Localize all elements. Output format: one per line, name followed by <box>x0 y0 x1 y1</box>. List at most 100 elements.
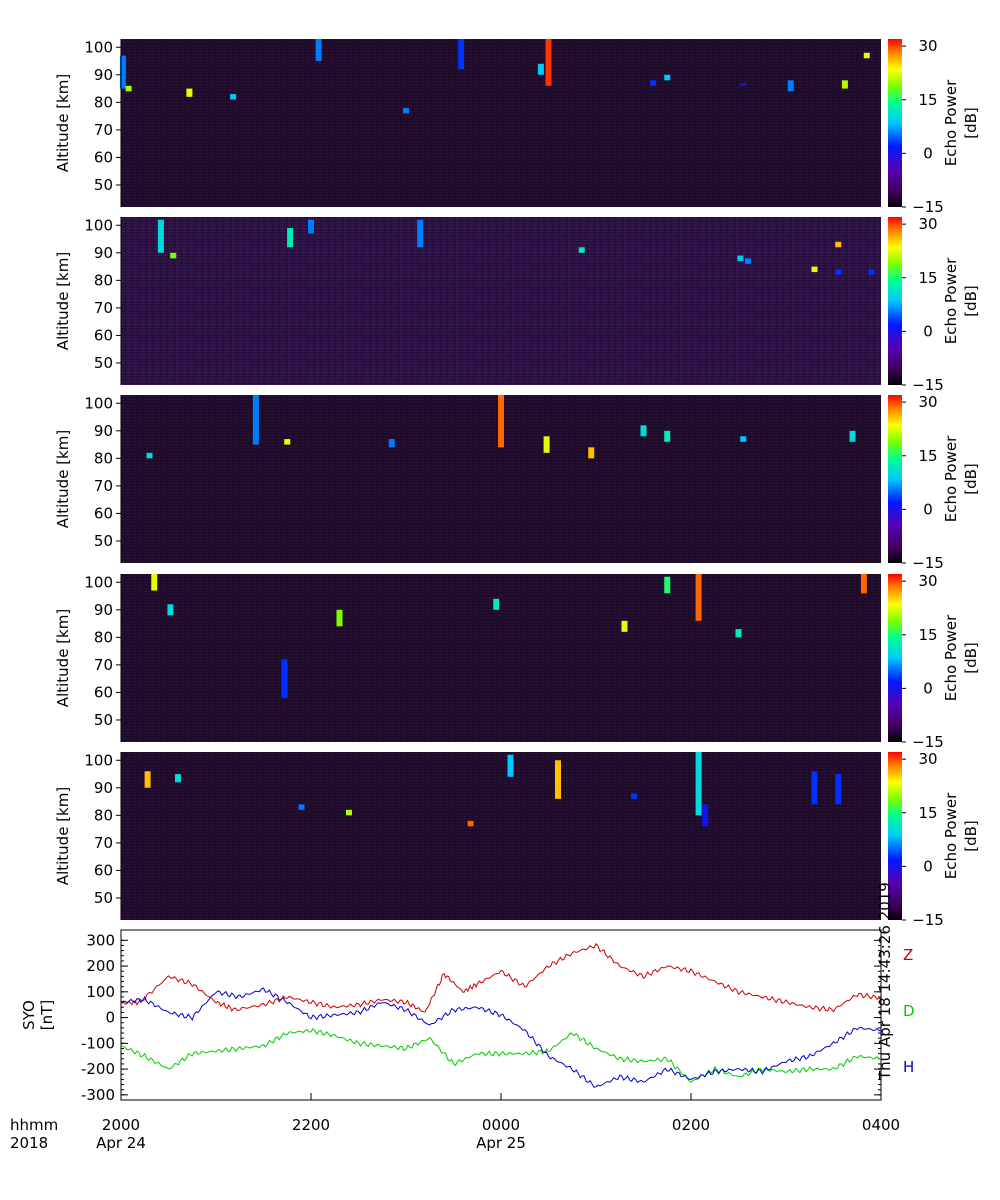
y-tick-label: 70 <box>94 299 113 317</box>
colorbar-unit: [dB] <box>962 820 980 852</box>
y-tick-label: 50 <box>94 711 113 729</box>
echo-cell <box>650 80 656 86</box>
echo-cell <box>458 39 465 70</box>
y-tick-label: 90 <box>94 244 113 262</box>
echo-cell <box>787 80 794 92</box>
echo-cell <box>346 809 352 816</box>
echo-cell <box>835 241 842 248</box>
y-tick-label: 80 <box>94 628 113 646</box>
colorbar: 30 15 0 −15 Echo Power [dB] <box>888 393 980 572</box>
heatmap-panel-3: 50 60 70 80 90 100 Altitude [km] 30 15 0 −15 Echo P… <box>54 393 980 572</box>
colorbar-tick-label: −15 <box>912 376 944 394</box>
y-tick-label: 100 <box>84 216 113 234</box>
echo-cell <box>835 774 842 805</box>
echo-cell <box>849 430 856 442</box>
echo-cell <box>811 771 818 805</box>
y-tick-label: 90 <box>94 66 113 84</box>
colorbar: 30 15 0 −15 Echo Power [dB] <box>888 750 980 929</box>
echo-cell <box>588 447 595 459</box>
y-tick-label: -200 <box>81 1060 115 1078</box>
echo-cell <box>537 63 544 75</box>
x-date-label: Apr 25 <box>476 1134 526 1152</box>
colorbar-tick-label: 0 <box>923 500 933 518</box>
echo-cell <box>745 258 751 264</box>
echo-cell <box>863 52 870 59</box>
x-tick-label: 0400 <box>862 1116 900 1134</box>
echo-cell <box>640 425 647 437</box>
echo-cell <box>417 219 424 248</box>
colorbar-gradient <box>888 752 902 920</box>
echo-cell <box>170 252 177 259</box>
echo-cell <box>281 659 288 698</box>
legend-D: D <box>903 1002 915 1020</box>
y-tick-label: 100 <box>84 573 113 591</box>
echo-cell <box>308 219 314 234</box>
legend-Z: Z <box>903 946 913 964</box>
echo-cell <box>811 266 818 273</box>
echo-cell <box>315 39 322 62</box>
echo-cell <box>543 436 550 453</box>
colorbar-label: Echo Power <box>942 79 960 166</box>
y-tick-label: 60 <box>94 683 113 701</box>
y-tick-label: 50 <box>94 176 113 194</box>
echo-cell <box>230 94 237 100</box>
colorbar-tick-label: 30 <box>918 37 937 55</box>
echo-cell <box>388 439 395 448</box>
colorbar: 30 15 0 −15 Echo Power [dB] <box>888 37 980 216</box>
heatmap-background <box>121 217 881 385</box>
series-line-H <box>121 987 881 1088</box>
colorbar-gradient <box>888 217 902 385</box>
echo-cell <box>664 430 671 442</box>
echo-cell <box>841 80 848 89</box>
echo-cell <box>284 439 291 445</box>
echo-cell <box>868 269 875 275</box>
echo-cell <box>631 793 637 799</box>
echo-cell <box>735 629 742 638</box>
echo-cell <box>621 620 628 632</box>
colorbar-tick-label: −15 <box>912 198 944 216</box>
colorbar-tick-label: 30 <box>918 572 937 590</box>
x-tick-label: 2200 <box>292 1116 330 1134</box>
echo-cell <box>493 598 500 610</box>
echo-cell <box>498 395 504 448</box>
colorbar-tick-label: 0 <box>923 679 933 697</box>
colorbar-tick-label: 15 <box>918 447 937 465</box>
y-tick-label: 50 <box>94 354 113 372</box>
echo-cell <box>146 452 153 459</box>
heatmap-background <box>121 752 881 920</box>
heatmap-panel-2: 50 60 70 80 90 100 Altitude [km] 30 15 0 −15 Echo P… <box>54 215 980 394</box>
echo-cell <box>695 752 702 816</box>
echo-cell <box>186 88 193 97</box>
y-tick-label: 200 <box>86 957 115 975</box>
heatmap-panel-1: 50 60 70 80 90 100 Altitude [km] 30 15 0 −15 Echo P… <box>54 37 980 216</box>
x-tick-label: 0000 <box>482 1116 520 1134</box>
echo-cell <box>507 754 514 777</box>
colorbar-tick-label: −15 <box>912 554 944 572</box>
colorbar: 30 15 0 −15 Echo Power [dB] <box>888 215 980 394</box>
heatmap-panel-5: 50 60 70 80 90 100 Altitude [km] 30 15 0 −15 Echo P… <box>54 750 980 929</box>
echo-cell <box>555 760 561 799</box>
y-tick-label: 300 <box>86 931 115 949</box>
echo-cell <box>664 74 671 81</box>
colorbar-label: Echo Power <box>942 257 960 344</box>
y-axis-label: Altitude [km] <box>54 609 72 707</box>
heatmap-background <box>121 574 881 742</box>
echo-cell <box>695 574 702 621</box>
y-tick-label: 80 <box>94 93 113 111</box>
echo-cell <box>740 436 747 442</box>
y-tick-label: 90 <box>94 422 113 440</box>
y-axis-label: SYO <box>20 1000 38 1030</box>
y-tick-label: 100 <box>84 751 113 769</box>
echo-cell <box>336 609 343 627</box>
echo-cell <box>467 820 474 827</box>
colorbar-tick-label: 15 <box>918 804 937 822</box>
heatmap-background <box>121 39 881 207</box>
colorbar-tick-label: 15 <box>918 91 937 109</box>
y-tick-label: 80 <box>94 449 113 467</box>
timestamp-stamp: Thu Apr 18 14:43:26 2019 <box>876 882 894 1081</box>
magnetometer-panel: -300 -200 -100 0 100 200 300 SYO [nT] Z D H <box>20 929 915 1104</box>
echo-cell <box>740 83 747 86</box>
colorbar-tick-label: 15 <box>918 626 937 644</box>
series-line-D <box>121 1027 881 1083</box>
